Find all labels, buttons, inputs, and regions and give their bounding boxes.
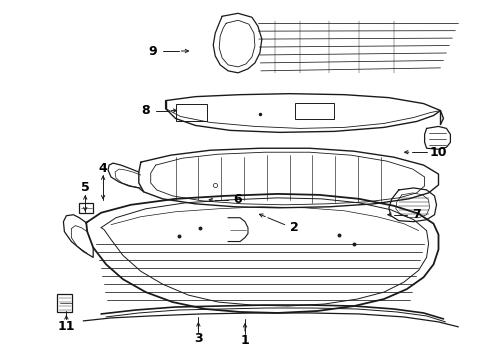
Text: 1: 1 xyxy=(241,334,249,347)
Text: 6: 6 xyxy=(234,193,243,206)
Text: 9: 9 xyxy=(148,45,157,58)
Text: 10: 10 xyxy=(430,146,447,159)
Bar xyxy=(294,103,334,120)
Bar xyxy=(57,294,73,312)
Bar xyxy=(79,203,93,213)
Text: 4: 4 xyxy=(98,162,107,175)
Text: 2: 2 xyxy=(290,221,299,234)
Text: 5: 5 xyxy=(81,181,90,194)
Text: 7: 7 xyxy=(412,208,421,221)
Text: 11: 11 xyxy=(58,320,75,333)
Text: 8: 8 xyxy=(142,104,150,117)
Bar xyxy=(175,104,207,121)
Text: 3: 3 xyxy=(194,332,203,345)
